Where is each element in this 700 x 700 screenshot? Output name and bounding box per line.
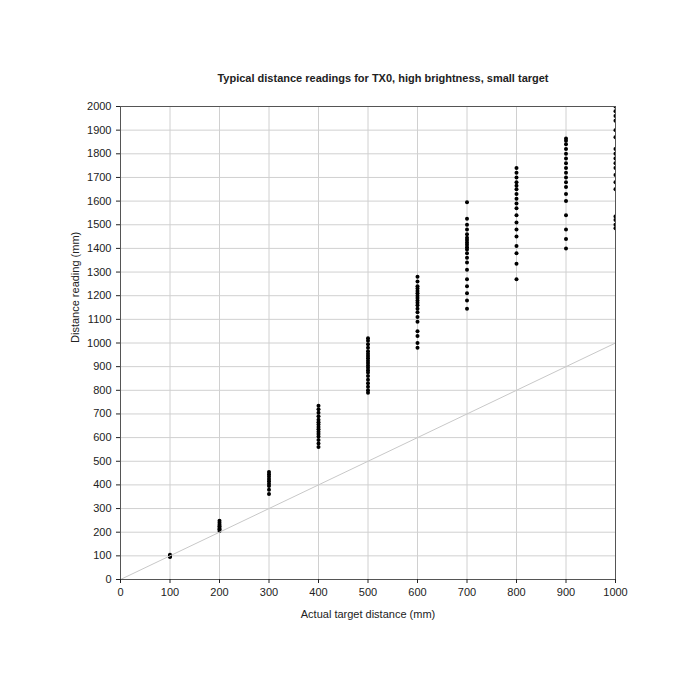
svg-text:400: 400: [93, 478, 111, 490]
svg-text:800: 800: [93, 384, 111, 396]
svg-text:1700: 1700: [87, 171, 111, 183]
svg-text:1600: 1600: [87, 195, 111, 207]
svg-text:1000: 1000: [87, 337, 111, 349]
svg-text:1900: 1900: [87, 124, 111, 136]
svg-text:600: 600: [93, 431, 111, 443]
svg-text:1500: 1500: [87, 218, 111, 230]
svg-text:700: 700: [93, 407, 111, 419]
svg-text:Distance reading (mm): Distance reading (mm): [69, 232, 81, 343]
html-text:Typical distance readings for: Typical distance readings for TX0, high …: [217, 72, 549, 84]
svg-text:2000: 2000: [87, 100, 111, 112]
svg-text:Actual target distance (mm): Actual target distance (mm): [301, 608, 436, 620]
svg-text:1300: 1300: [87, 266, 111, 278]
svg-text:1000: 1000: [603, 586, 627, 598]
svg-text:1800: 1800: [87, 147, 111, 159]
svg-text:500: 500: [359, 586, 377, 598]
svg-text:500: 500: [93, 455, 111, 467]
svg-text:300: 300: [93, 502, 111, 514]
svg-text:200: 200: [210, 586, 228, 598]
svg-text:600: 600: [408, 586, 426, 598]
svg-text:400: 400: [309, 586, 327, 598]
svg-text:300: 300: [260, 586, 278, 598]
svg-text:700: 700: [458, 586, 476, 598]
svg-text:200: 200: [93, 526, 111, 538]
svg-text:0: 0: [117, 586, 123, 598]
svg-text:1400: 1400: [87, 242, 111, 254]
svg-text:0: 0: [105, 573, 111, 585]
svg-text:1200: 1200: [87, 289, 111, 301]
svg-text:900: 900: [557, 586, 575, 598]
svg-text:100: 100: [161, 586, 179, 598]
svg-text:900: 900: [93, 360, 111, 372]
svg-text:800: 800: [507, 586, 525, 598]
svg-text:1100: 1100: [88, 313, 112, 325]
svg-text:100: 100: [93, 549, 111, 561]
